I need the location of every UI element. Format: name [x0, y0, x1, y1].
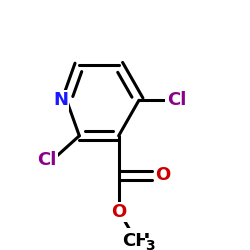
Text: O: O — [111, 203, 126, 221]
Text: N: N — [53, 91, 68, 109]
Text: Cl: Cl — [167, 91, 186, 109]
Text: CH: CH — [122, 232, 150, 250]
Text: Cl: Cl — [37, 151, 56, 169]
Text: O: O — [156, 166, 171, 184]
Text: 3: 3 — [146, 239, 155, 250]
